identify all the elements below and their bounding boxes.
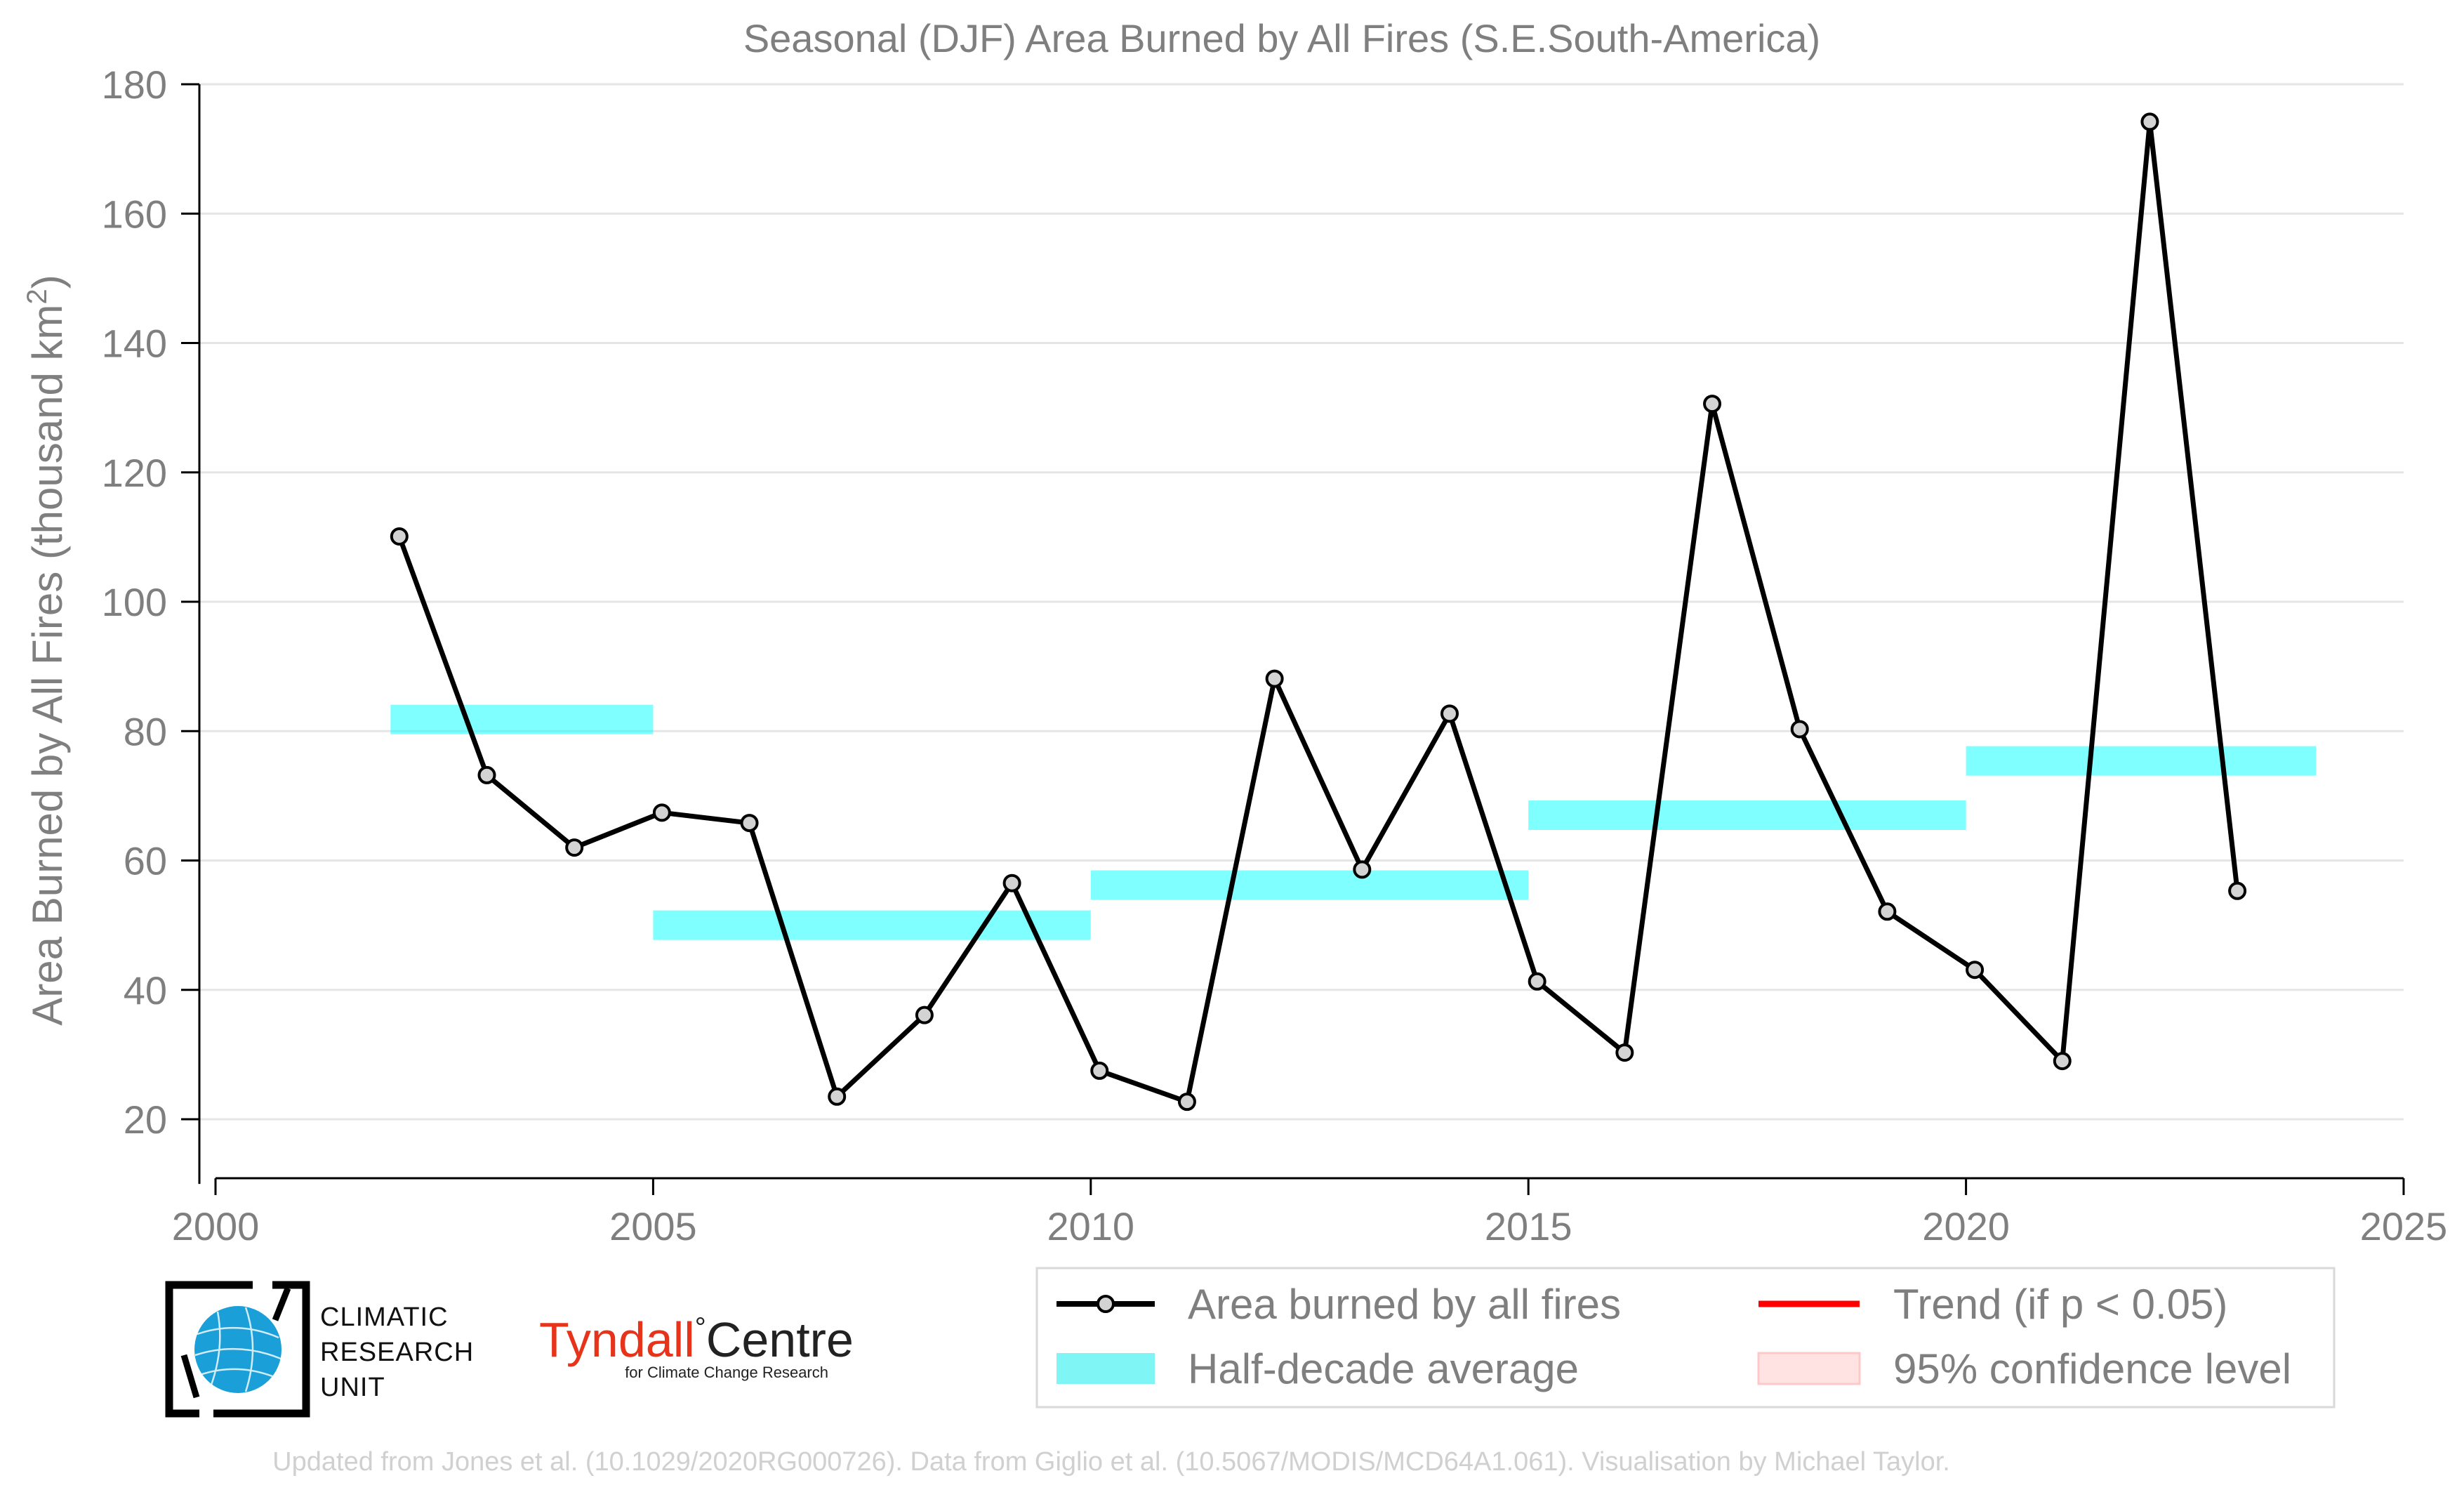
- footnote: Updated from Jones et al. (10.1029/2020R…: [272, 1447, 1950, 1477]
- series-line: [390, 112, 2247, 1112]
- data-point: [565, 838, 584, 857]
- data-point: [652, 803, 671, 822]
- data-point: [2053, 1052, 2072, 1071]
- y-axis-label: Area Burned by All Fires (thousand km2): [22, 275, 71, 1025]
- data-point: [2228, 881, 2247, 900]
- cru-line3: UNIT: [320, 1373, 385, 1402]
- cru-logo: CLIMATIC RESEARCH UNIT: [165, 1281, 474, 1418]
- data-point: [390, 527, 409, 546]
- x-tick-label: 2015: [1485, 1204, 1572, 1248]
- x-tick-label: 2005: [609, 1204, 697, 1248]
- tyndall-wordmark: Tyndall°Centre: [539, 1312, 854, 1367]
- half-decade-band: [1528, 800, 1966, 831]
- data-point: [1265, 669, 1284, 688]
- data-point: [1703, 395, 1722, 414]
- y-tick-label: 100: [102, 580, 167, 624]
- legend-label-half-decade: Half-decade average: [1188, 1345, 1579, 1392]
- x-tick-label: 2010: [1047, 1204, 1135, 1248]
- series-line-area-burned: [397, 119, 2240, 1104]
- y-tick-label: 140: [102, 322, 167, 366]
- data-point: [1528, 972, 1546, 991]
- half-decade-band: [1090, 870, 1529, 900]
- legend-item-half-decade: Half-decade average: [1057, 1345, 1579, 1392]
- data-point: [1353, 860, 1372, 879]
- y-tick-label: 80: [124, 709, 167, 753]
- half-decade-band: [390, 704, 654, 734]
- data-point: [828, 1087, 847, 1106]
- legend: Area burned by all fires Trend (if p < 0…: [1035, 1267, 2336, 1409]
- legend-item-confidence: 95% confidence level: [1757, 1345, 2291, 1392]
- tyndall-logo: Tyndall°Centre for Climate Change Resear…: [539, 1312, 854, 1381]
- data-point: [740, 814, 759, 833]
- data-point: [1090, 1061, 1109, 1080]
- y-tick-label: 40: [124, 968, 167, 1013]
- data-point: [1966, 961, 1985, 980]
- x-tick-label: 2025: [2360, 1204, 2448, 1248]
- y-tick-label: 20: [124, 1097, 167, 1142]
- y-tick-label: 60: [124, 839, 167, 883]
- y-tick-label: 160: [102, 192, 167, 236]
- legend-item-area-burned: Area burned by all fires: [1057, 1281, 1621, 1328]
- half-decade-band: [653, 910, 1091, 940]
- legend-label-area-burned: Area burned by all fires: [1188, 1281, 1621, 1328]
- legend-label-confidence: 95% confidence level: [1893, 1345, 2291, 1392]
- data-point: [1440, 704, 1459, 723]
- cru-line1: CLIMATIC: [320, 1303, 449, 1332]
- half-decade-band: [1966, 746, 2317, 776]
- y-tick-label: 180: [102, 62, 167, 107]
- data-point: [477, 765, 496, 784]
- legend-item-trend: Trend (if p < 0.05): [1758, 1281, 2227, 1328]
- y-tick-label: 120: [102, 451, 167, 495]
- chart-title: Seasonal (DJF) Area Burned by All Fires …: [743, 16, 1820, 60]
- data-point: [1002, 873, 1021, 892]
- data-point: [2140, 112, 2159, 131]
- data-point: [915, 1005, 934, 1024]
- data-point: [1878, 902, 1897, 921]
- data-point: [1615, 1043, 1634, 1062]
- tyndall-subtitle: for Climate Change Research: [625, 1364, 828, 1381]
- axes: 20 40 60 80 100 120 140 160 180 2000 2005 2010 2015 2…: [102, 62, 2448, 1248]
- cru-line2: RESEARCH: [320, 1338, 474, 1367]
- data-point: [1790, 720, 1809, 739]
- data-point: [1177, 1093, 1196, 1112]
- x-tick-label: 2020: [1922, 1204, 2010, 1248]
- half-decade-bands: [390, 704, 2317, 940]
- legend-label-trend: Trend (if p < 0.05): [1893, 1281, 2227, 1328]
- x-tick-label: 2000: [172, 1204, 260, 1248]
